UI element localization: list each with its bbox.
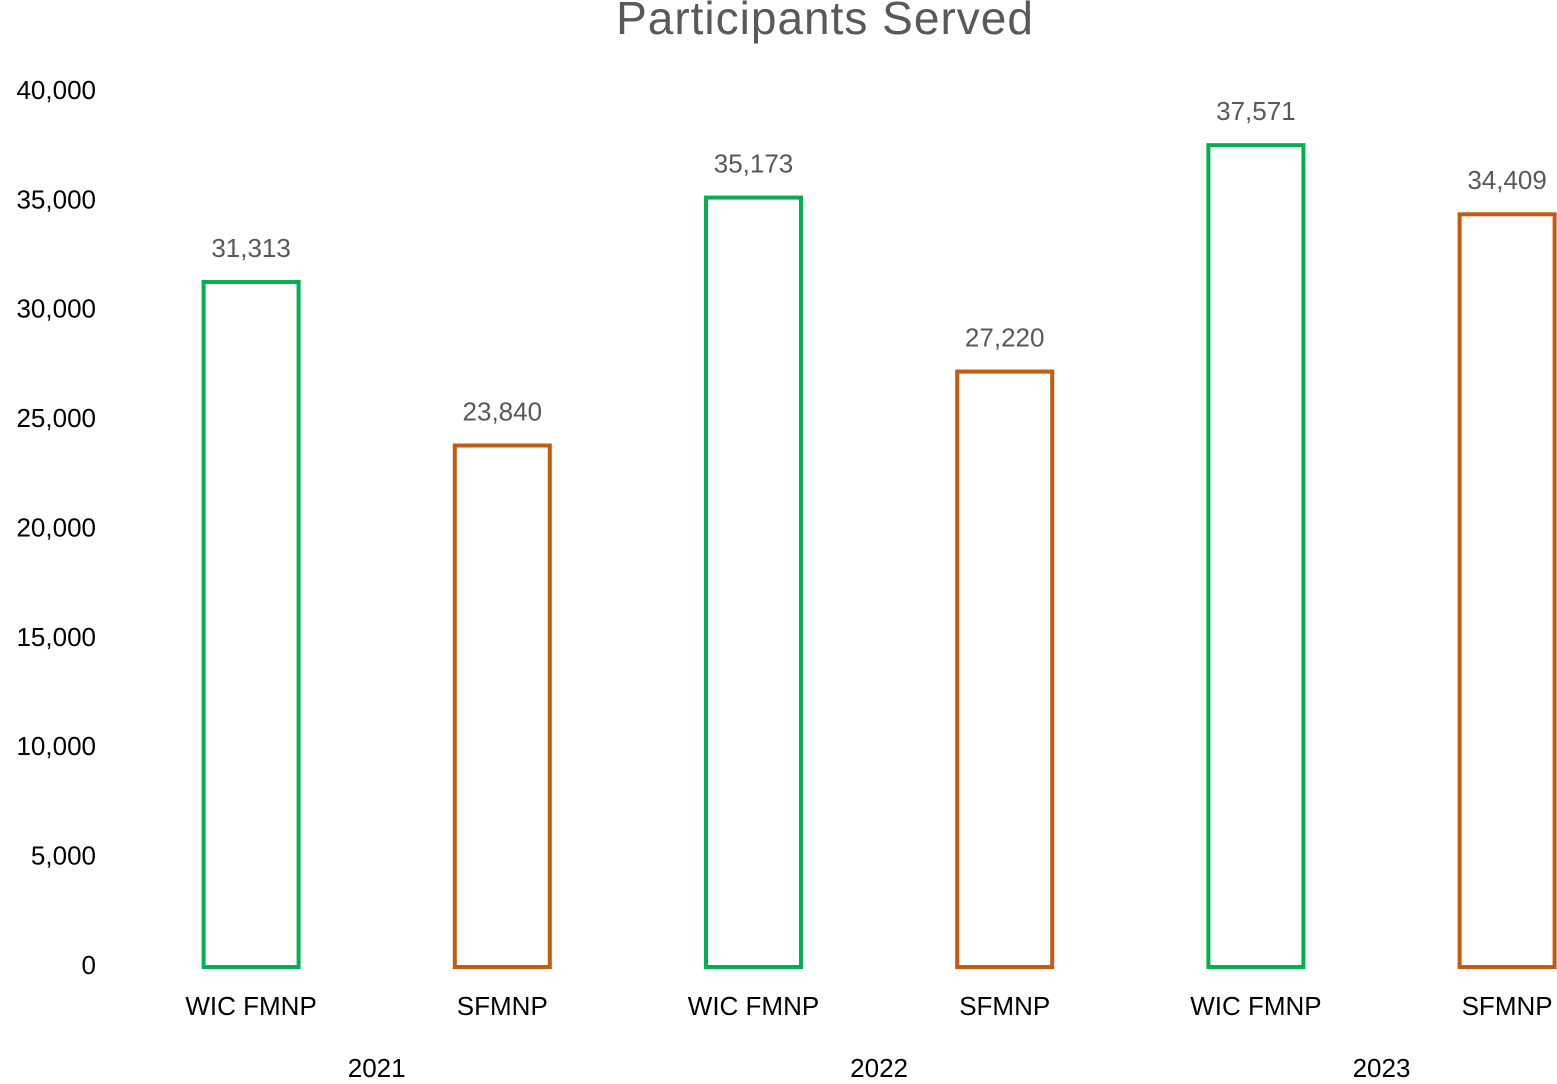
bar [201, 280, 301, 969]
x-tick-label: WIC FMNP [185, 991, 316, 1021]
bar [1457, 212, 1557, 970]
x-tick-label: SFMNP [959, 991, 1050, 1021]
group-label: 2021 [348, 1053, 406, 1083]
x-tick-label: WIC FMNP [1190, 991, 1321, 1021]
y-tick-label: 25,000 [16, 403, 96, 433]
x-tick-label: SFMNP [457, 991, 548, 1021]
chart-title: Participants Served [616, 0, 1034, 44]
group-label: 2022 [850, 1053, 908, 1083]
y-tick-label: 10,000 [16, 731, 96, 761]
y-tick-label: 35,000 [16, 184, 96, 214]
bar [1206, 143, 1306, 969]
data-label: 34,409 [1467, 165, 1547, 195]
data-label: 23,840 [463, 396, 543, 426]
x-tick-label: SFMNP [1462, 991, 1553, 1021]
y-tick-label: 30,000 [16, 294, 96, 324]
bar [955, 369, 1055, 969]
bar [452, 443, 552, 969]
y-tick-label: 0 [82, 950, 96, 980]
y-tick-label: 20,000 [16, 512, 96, 542]
group-label: 2023 [1353, 1053, 1411, 1083]
data-label: 35,173 [714, 148, 794, 178]
data-label: 31,313 [211, 233, 291, 263]
y-tick-label: 5,000 [31, 841, 96, 871]
data-label: 37,571 [1216, 96, 1296, 126]
bar [704, 195, 803, 969]
x-tick-label: WIC FMNP [688, 991, 819, 1021]
y-tick-label: 40,000 [16, 75, 96, 105]
data-label: 27,220 [965, 322, 1045, 352]
y-tick-label: 15,000 [16, 622, 96, 652]
